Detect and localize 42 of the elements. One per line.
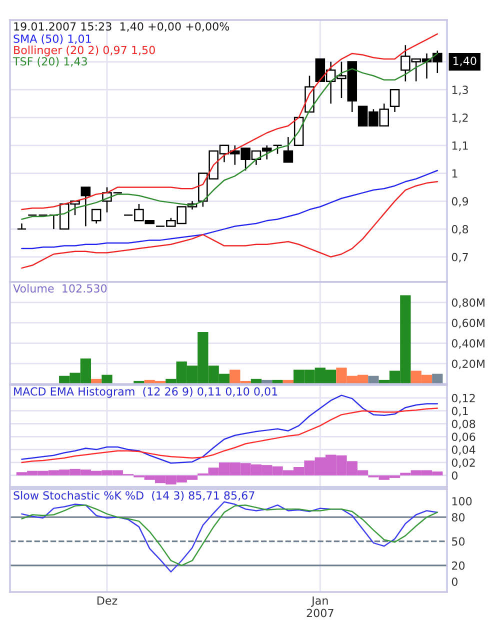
y-tick-label: 0,1 xyxy=(452,406,468,416)
candlestick xyxy=(283,136,294,163)
y-tick-label: 0,40M xyxy=(452,339,484,349)
y-tick-label: 0 xyxy=(452,471,458,480)
y-tick-label: 1 xyxy=(452,169,458,178)
y-tick-label: 0,60M xyxy=(452,318,484,328)
x-tick-label: Jan 2007 xyxy=(306,596,334,618)
chart-title: MACD EMA Histogram (12 26 9) 0,11 0,10 0,01 xyxy=(14,387,278,398)
y-tick-label: 1,2 xyxy=(452,114,468,124)
y-tick-label: 0 xyxy=(452,578,458,586)
x-tick-label: Dez xyxy=(97,596,118,605)
y-tick-label: 0,8 xyxy=(452,225,468,235)
y-tick-label: 1,3 xyxy=(452,86,468,96)
text: Bollinger (20 2) 0,97 1,50 xyxy=(14,46,155,56)
candlestick xyxy=(304,75,314,113)
y-tick-label: 0,04 xyxy=(452,446,476,456)
y-tick-label: 0,08 xyxy=(452,420,476,430)
text: 1,40 xyxy=(453,56,476,66)
y-tick-label: 0,20M xyxy=(452,360,484,370)
y-tick-label: 0,12 xyxy=(452,394,475,404)
y-tick-label: 80 xyxy=(452,513,465,522)
y-tick-label: 100 xyxy=(452,497,472,506)
y-tick-label: 0,02 xyxy=(452,458,475,468)
y-tick-label: 20 xyxy=(452,561,465,570)
line-series xyxy=(21,408,438,464)
y-tick-label: 0,80M xyxy=(452,298,484,308)
text: TSF (20) 1,43 xyxy=(12,56,87,67)
line-series xyxy=(21,170,438,250)
y-tick-label: 0,06 xyxy=(452,432,476,442)
chart-title: Slow Stochastic %K %D (14 3) 85,71 85,67 xyxy=(14,491,254,501)
text: SMA (50) 1,01 xyxy=(14,34,91,44)
bar xyxy=(102,374,112,384)
candlestick xyxy=(16,222,27,230)
chart-title: Volume 102.530 xyxy=(13,284,107,293)
candlestick xyxy=(80,186,91,227)
candlestick xyxy=(390,89,400,113)
chart-title: 19.01.2007 15:23 1,40 +0,00 +0,00% xyxy=(14,22,230,32)
y-tick-label: 1,1 xyxy=(452,142,468,151)
y-tick-label: 0,7 xyxy=(452,252,468,262)
line-series xyxy=(21,181,438,269)
y-tick-label: 0,9 xyxy=(452,197,468,207)
y-tick-label: 50 xyxy=(452,537,465,546)
